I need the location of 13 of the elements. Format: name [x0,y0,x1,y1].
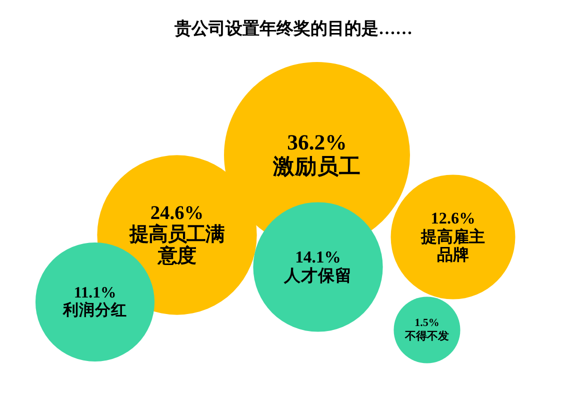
category-label: 提高雇主品牌 [420,226,485,264]
category-label: 人才保留 [283,266,352,286]
category-label: 利润分红 [62,300,127,319]
data-label: 24.6% [150,203,204,224]
data-label: 1.5% [414,317,440,330]
category-label: 不得不发 [404,329,449,342]
text: 贵公司设置年终奖的目的是…… [174,19,412,38]
category-label: 激励员工 [272,154,361,179]
data-label: 12.6% [430,209,476,228]
data-label: 14.1% [295,247,341,266]
data-label: 11.1% [74,284,116,302]
data-label: 36.2% [287,130,347,155]
category-label: 提高员工满意度 [128,224,224,268]
